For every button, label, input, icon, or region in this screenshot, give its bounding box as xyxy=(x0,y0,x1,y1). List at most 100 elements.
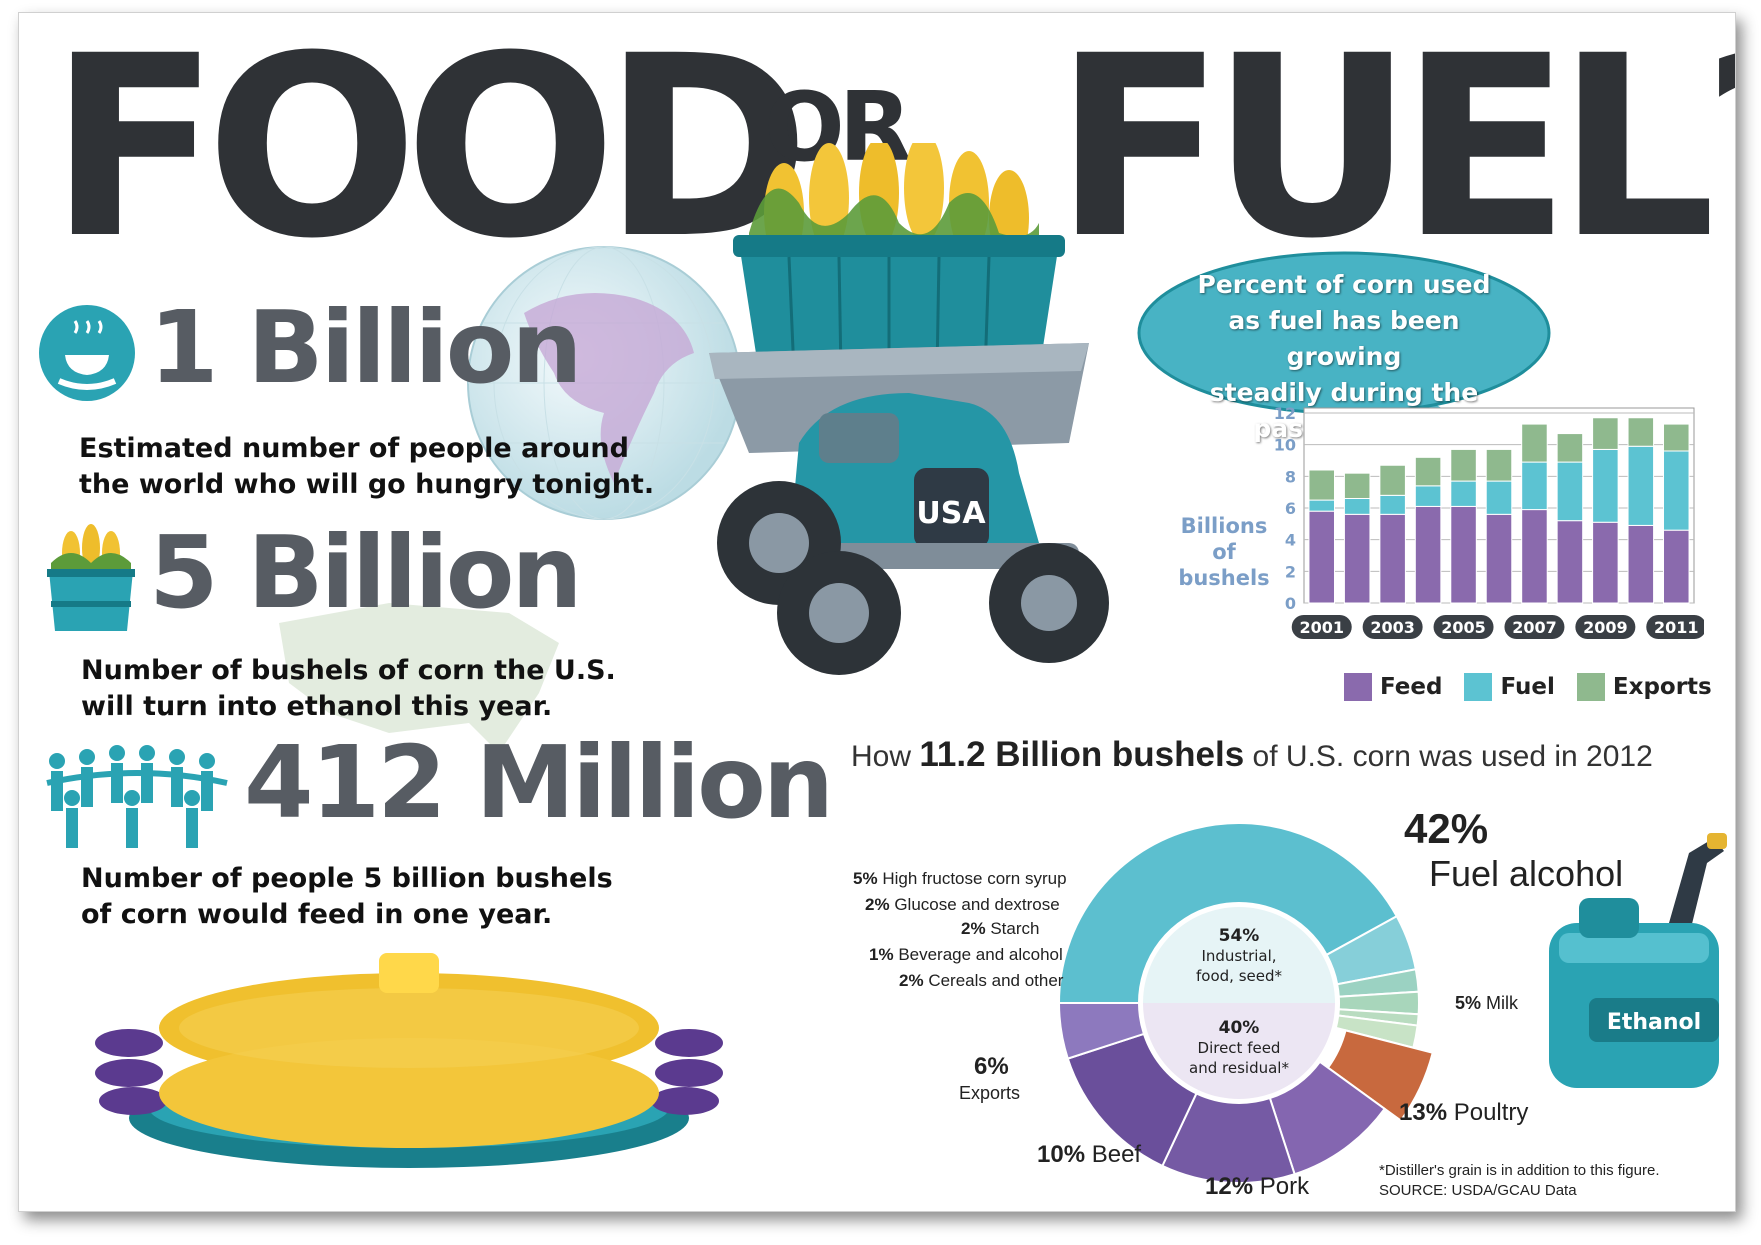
y-tick-label: 4 xyxy=(1285,531,1296,550)
stat-2-desc-line1: Number of bushels of corn the U.S. xyxy=(81,655,616,686)
label-hfcs-pct: 5% xyxy=(853,869,878,888)
bar-exports xyxy=(1592,417,1619,450)
corn-basket-icon xyxy=(47,524,135,631)
stat-2-desc: Number of bushels of corn the U.S. will … xyxy=(81,653,616,725)
slice-cereals-and-other xyxy=(1334,1014,1419,1049)
bar-fuel xyxy=(1308,499,1335,512)
bar-fuel xyxy=(1414,485,1442,507)
x-tick-label: 2001 xyxy=(1299,618,1344,637)
group-industrial-pct: 54% xyxy=(1219,926,1260,946)
footnote-text: *Distiller's grain is in addition to thi… xyxy=(1379,1162,1660,1179)
label-glucose-pct: 2% xyxy=(865,895,890,914)
bar-fuel xyxy=(1592,448,1619,523)
group-feed-line1: Direct feed xyxy=(1198,1039,1281,1057)
bar-fuel xyxy=(1379,494,1406,515)
title-fuel: FUEL? xyxy=(1054,12,1735,293)
y-tick-label: 10 xyxy=(1274,436,1296,455)
x-tick-label: 2007 xyxy=(1512,618,1557,637)
label-starch: 2% Starch xyxy=(961,919,1039,939)
label-hfcs: 5% High fructose corn syrup xyxy=(853,869,1067,889)
label-fuel-name: Fuel alcohol xyxy=(1429,853,1624,894)
pie-chart: 54%Industrial, food, seed* 40%Direct feed a… xyxy=(1057,822,1434,1184)
stat-1-desc-line2: the world who will go hungry tonight. xyxy=(79,469,655,500)
bubble-line1: Percent of corn used xyxy=(1197,270,1491,299)
stat-1-desc: Estimated number of people around the wo… xyxy=(79,431,654,503)
bar-fuel xyxy=(1627,445,1655,526)
label-cereals-pct: 2% xyxy=(899,971,924,990)
label-glucose: 2% Glucose and dextrose xyxy=(865,895,1060,915)
us-map-illustration xyxy=(279,603,559,753)
x-tick-label: 2009 xyxy=(1583,618,1628,637)
bar-exports xyxy=(1379,464,1406,496)
people-chain-icon xyxy=(46,745,228,848)
group-industrial-line2: food, seed* xyxy=(1196,967,1282,985)
stat-2-desc-line2: will turn into ethanol this year. xyxy=(81,691,553,722)
group-feed-pct: 40% xyxy=(1219,1018,1260,1038)
bar-feed xyxy=(1343,513,1371,604)
bar-feed xyxy=(1308,510,1335,604)
stat-2-number: 5 Billion xyxy=(149,514,583,631)
bar-exports xyxy=(1556,433,1584,463)
legend-feed-label: Feed xyxy=(1380,674,1443,700)
bar-fuel xyxy=(1343,498,1371,515)
label-fuel-pct: 42% xyxy=(1404,805,1489,852)
bar-exports xyxy=(1450,448,1477,482)
pie-title-pre: How xyxy=(851,740,912,773)
source-text: SOURCE: USDA/GCAU Data xyxy=(1379,1182,1577,1199)
feed-swatch xyxy=(1344,673,1372,701)
bar-feed xyxy=(1627,524,1655,604)
ethanol-can-illustration: Ethanol xyxy=(1549,833,1727,1088)
fuel-swatch xyxy=(1464,673,1493,701)
group-industrial-line1: Industrial, xyxy=(1201,947,1276,965)
x-tick-label: 2005 xyxy=(1441,618,1486,637)
x-tick-pill xyxy=(1646,615,1704,639)
bar-fuel xyxy=(1485,480,1513,515)
x-tick-pill xyxy=(1504,615,1565,639)
label-cereals: 2% Cereals and other xyxy=(899,971,1063,991)
y-tick-label: 2 xyxy=(1285,562,1296,581)
stat-1-number: 1 Billion xyxy=(149,289,583,406)
y-axis-label: Billions xyxy=(1181,514,1268,538)
bar-feed xyxy=(1521,509,1548,604)
legend-feed: Feed xyxy=(1344,673,1442,701)
food-bowl-hands-icon xyxy=(39,305,135,401)
hub-feed xyxy=(1143,1003,1335,1099)
bar-legend: Feed Fuel Exports xyxy=(1344,673,1712,701)
bar-fuel xyxy=(1556,461,1584,522)
x-tick-pill xyxy=(1575,615,1636,639)
stat-3-desc: Number of people 5 billion bushels of co… xyxy=(81,861,613,933)
legend-fuel-label: Fuel xyxy=(1500,674,1555,700)
slice-exports xyxy=(1326,1029,1434,1122)
x-tick-pill xyxy=(1433,615,1494,639)
bar-exports xyxy=(1627,417,1655,447)
x-tick-label: 2003 xyxy=(1370,618,1415,637)
label-beef-pct: 10% xyxy=(1037,1141,1086,1168)
stat-3-number: 412 Million xyxy=(244,724,834,841)
label-poultry: 13% Poultry xyxy=(1399,1099,1528,1127)
bar-exports xyxy=(1414,456,1442,487)
label-exports-name: Exports xyxy=(959,1083,1021,1103)
pie-title-post: of U.S. corn was used in 2012 xyxy=(1252,740,1653,773)
bar-feed xyxy=(1450,505,1477,604)
label-glucose-name: Glucose and dextrose xyxy=(894,895,1060,914)
pie-title-bold: 11.2 Billion bushels xyxy=(919,735,1245,774)
bar-fuel xyxy=(1521,461,1548,511)
group-feed-line2: and residual* xyxy=(1189,1059,1289,1077)
bar-exports xyxy=(1485,448,1513,482)
label-cereals-name: Cereals and other xyxy=(928,971,1064,990)
label-pork-pct: 12% xyxy=(1205,1173,1254,1200)
bar-exports xyxy=(1663,423,1690,452)
bar-exports xyxy=(1343,472,1371,499)
bar-feed xyxy=(1663,529,1690,604)
footnote: *Distiller's grain is in addition to thi… xyxy=(1379,1161,1660,1201)
x-tick-pill xyxy=(1362,615,1423,639)
label-poultry-name: Poultry xyxy=(1453,1099,1529,1126)
x-tick-label: 2011 xyxy=(1654,618,1699,637)
label-milk: 5% Milk xyxy=(1455,993,1518,1014)
stat-1-desc-line1: Estimated number of people around xyxy=(79,433,629,464)
label-beef-name: Beef xyxy=(1091,1141,1142,1168)
stat-3-desc-line2: of corn would feed in one year. xyxy=(81,899,553,930)
label-exports-pct: 6% xyxy=(974,1053,1009,1080)
can-label: Ethanol xyxy=(1607,1010,1701,1035)
